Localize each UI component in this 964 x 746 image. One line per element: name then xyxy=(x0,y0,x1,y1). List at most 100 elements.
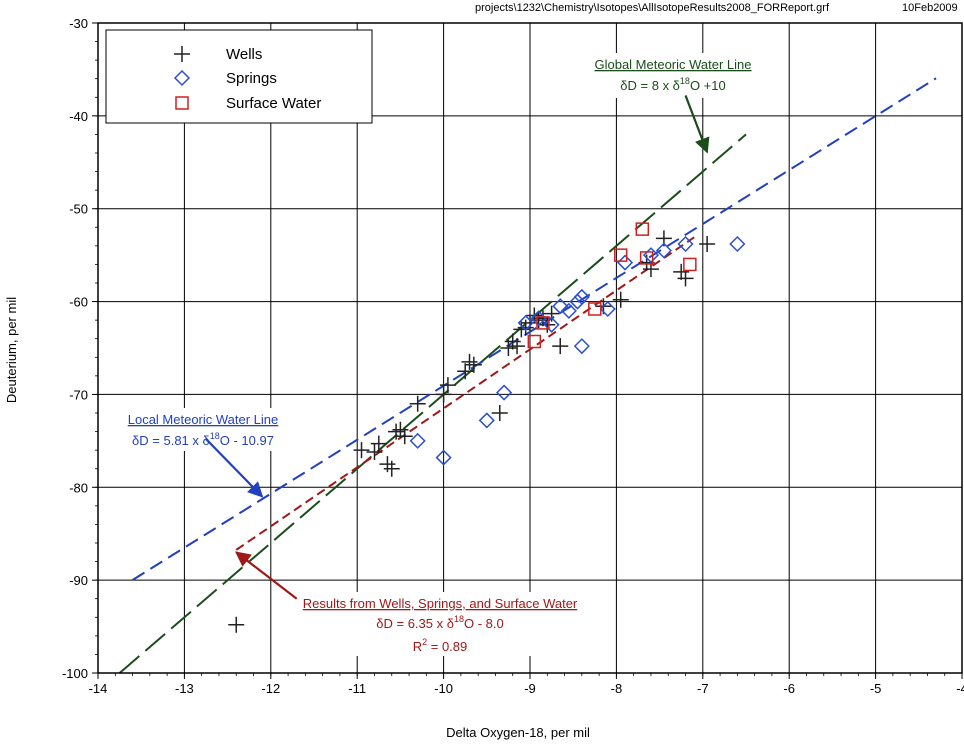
gmwl-title: Global Meteoric Water Line xyxy=(594,57,751,72)
springs-point xyxy=(599,300,616,318)
regression-lines xyxy=(118,77,937,674)
wells-point xyxy=(388,423,405,440)
wells-point xyxy=(439,377,456,394)
legend-item-wells: Wells xyxy=(174,46,262,63)
wells-point xyxy=(543,305,560,322)
wells-point xyxy=(491,405,508,421)
wells-point xyxy=(392,421,409,438)
wells-point xyxy=(366,444,383,460)
legend-wells-plus-icon xyxy=(174,46,190,62)
wells-point xyxy=(228,616,245,633)
fit-title: Results from Wells, Springs, and Surface… xyxy=(303,596,578,611)
springs-point xyxy=(573,288,590,305)
springs-point xyxy=(677,235,694,253)
legend-springs-diamond-icon xyxy=(173,69,191,87)
y-tick-label: -70 xyxy=(69,387,88,402)
x-tick-label: -4 xyxy=(956,681,964,696)
fit-annotation: Results from Wells, Springs, and Surface… xyxy=(235,551,606,656)
surface-water-point xyxy=(613,248,628,262)
lmwl-title: Local Meteoric Water Line xyxy=(128,412,279,427)
springs-point xyxy=(569,293,586,310)
lmwl-annotation: Local Meteoric Water Line δD = 5.81 x δ1… xyxy=(112,408,298,498)
x-tick-label: -10 xyxy=(434,681,453,696)
surface-water-point xyxy=(536,316,550,330)
wells-point xyxy=(500,340,517,356)
y-tick-label: -80 xyxy=(69,480,88,495)
springs-point xyxy=(530,310,547,327)
y-axis-title: Deuterium, per mil xyxy=(4,297,19,403)
gmwl-annotation: Global Meteoric Water Line δD = 8 x δ18O… xyxy=(578,53,768,154)
x-tick-label: -9 xyxy=(524,681,536,696)
wells-point xyxy=(457,363,474,380)
fit-r-squared: R2 = 0.89 xyxy=(413,637,468,654)
y-tick-label: -100 xyxy=(62,666,88,681)
lmwl-equation: δD = 5.81 x δ18O - 10.97 xyxy=(132,431,274,448)
x-tick-label: -8 xyxy=(611,681,623,696)
legend-item-surface-water: Surface Water xyxy=(175,95,321,112)
legend-surface-label: Surface Water xyxy=(226,95,321,112)
surface-water-point xyxy=(635,222,650,236)
wells-point xyxy=(461,353,478,370)
wells-point xyxy=(409,395,426,412)
wells-point xyxy=(539,316,556,333)
lmwl-arrow xyxy=(205,438,264,498)
wells-point xyxy=(699,236,716,252)
springs-point xyxy=(409,432,426,449)
wells-point xyxy=(677,270,694,287)
fit-arrow xyxy=(235,551,298,600)
legend-wells-label: Wells xyxy=(226,46,262,63)
surface-water-point xyxy=(588,302,602,316)
springs-point xyxy=(517,314,534,331)
springs-point xyxy=(655,242,672,259)
data-points xyxy=(228,222,746,633)
x-tick-label: -6 xyxy=(783,681,795,696)
y-tick-label: -60 xyxy=(69,295,88,310)
x-tick-label: -14 xyxy=(89,681,108,696)
fit-line xyxy=(235,236,695,551)
x-tick-label: -12 xyxy=(261,681,280,696)
x-tick-label: -11 xyxy=(348,681,366,696)
fit-equation: δD = 6.35 x δ18O - 8.0 xyxy=(376,614,503,631)
x-tick-label: -7 xyxy=(697,681,709,696)
springs-point xyxy=(560,302,577,319)
wells-point xyxy=(612,291,629,308)
y-tick-label: -90 xyxy=(69,573,88,588)
wells-point xyxy=(435,386,452,403)
file-path-label: projects\1232\Chemistry\Isotopes\AllIsot… xyxy=(475,2,830,14)
springs-point xyxy=(552,298,569,315)
gmwl-arrow xyxy=(684,95,710,154)
wells-point xyxy=(396,428,413,445)
wells-point xyxy=(353,442,370,459)
legend-surface-square-icon xyxy=(175,96,189,110)
wells-point xyxy=(370,435,387,452)
y-tick-label: -30 xyxy=(69,16,88,31)
x-tick-label: -5 xyxy=(870,681,882,696)
wells-point xyxy=(383,460,400,477)
lmwl-line xyxy=(132,77,937,581)
plot-frame xyxy=(97,22,963,674)
x-axis-title: Delta Oxygen-18, per mil xyxy=(446,725,590,740)
date-label: 10Feb2009 xyxy=(902,2,958,14)
gmwl-line xyxy=(118,133,747,674)
springs-point xyxy=(543,316,560,333)
gmwl-equation: δD = 8 x δ18O +10 xyxy=(620,76,725,93)
wells-point xyxy=(379,456,396,473)
springs-point xyxy=(642,247,660,264)
wells-point xyxy=(552,338,569,355)
wells-point xyxy=(509,338,526,355)
surface-water-point xyxy=(639,251,654,265)
surface-water-point xyxy=(527,334,542,349)
springs-point xyxy=(573,338,590,355)
springs-point xyxy=(478,412,495,429)
surface-water-point xyxy=(683,257,697,272)
springs-point xyxy=(496,384,513,401)
legend-item-springs: Springs xyxy=(173,69,277,87)
legend-springs-label: Springs xyxy=(226,70,277,87)
x-tick-label: -13 xyxy=(175,681,194,696)
springs-point xyxy=(729,235,746,253)
legend-box xyxy=(105,29,373,124)
springs-point xyxy=(435,449,452,466)
y-tick-label: -50 xyxy=(69,202,88,217)
legend: Wells Springs Surface Water xyxy=(105,29,373,124)
